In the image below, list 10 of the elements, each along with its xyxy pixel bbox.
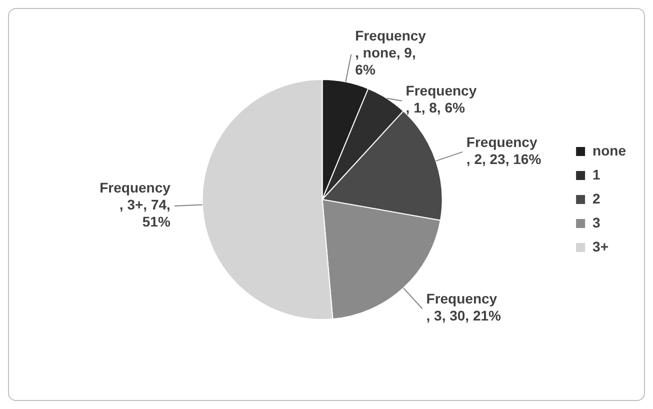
legend-label: 1 <box>592 166 601 182</box>
legend-label: 3 <box>592 214 601 230</box>
legend-label: 2 <box>592 190 601 206</box>
data-label: Frequency, 3, 30, 21% <box>426 290 502 324</box>
data-label: Frequency, 1, 8, 6% <box>406 82 477 116</box>
data-label: Frequency, 3+, 74, 51% <box>100 179 171 230</box>
data-label: Frequency, none, 9, 6% <box>355 28 426 78</box>
data-label: Frequency, 2, 23, 16% <box>466 134 542 167</box>
legend-label: none <box>592 142 626 158</box>
legend-label: 3+ <box>592 238 609 254</box>
